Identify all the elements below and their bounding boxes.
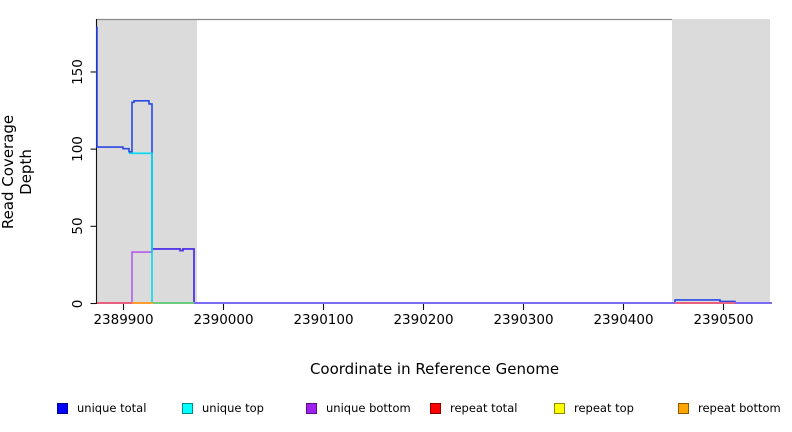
series-unique-total [96,26,772,304]
legend-label: unique top [202,401,264,415]
legend-label: repeat top [574,401,634,415]
x-tick-label: 2390400 [593,312,654,328]
x-tick-label: 2390500 [693,312,754,328]
legend-label: repeat bottom [698,401,781,415]
shaded-region [97,19,197,304]
unique-total-swatch-icon [57,402,68,414]
unique-bottom-swatch-icon [306,402,317,414]
legend-item-repeat-bottom: repeat bottom [678,399,781,417]
x-tick-label: 2389900 [93,312,154,328]
legend-label: unique total [77,401,147,415]
x-tick-label: 2390200 [393,312,454,328]
unique-top-swatch-icon [182,402,193,414]
x-axis-label: Coordinate in Reference Genome [309,360,560,378]
legend-item-unique-top: unique top [182,399,264,417]
legend-label: repeat total [450,401,518,415]
repeat-total-swatch-icon [430,402,441,414]
legend-item-repeat-top: repeat top [554,399,634,417]
x-tick-label: 2390300 [493,312,554,328]
legend-item-unique-total: unique total [57,399,146,417]
y-tick-label: 100 [70,136,86,163]
legend: unique total unique top unique bottom re… [0,399,792,419]
repeat-top-swatch-icon [554,402,565,414]
y-tick-label: 0 [70,299,86,308]
x-tick-label: 2390100 [293,312,354,328]
legend-item-repeat-total: repeat total [430,399,517,417]
legend-item-unique-bottom: unique bottom [306,399,411,417]
legend-label: unique bottom [326,401,411,415]
repeat-bottom-swatch-icon [678,402,689,414]
y-tick-label: 50 [70,217,86,235]
series-unique-bottom [151,248,195,303]
shaded-region [672,19,770,304]
x-tick-label: 2390000 [193,312,254,328]
y-axis-label: Read Coverage Depth [0,114,35,230]
y-tick-label: 150 [70,59,86,85]
